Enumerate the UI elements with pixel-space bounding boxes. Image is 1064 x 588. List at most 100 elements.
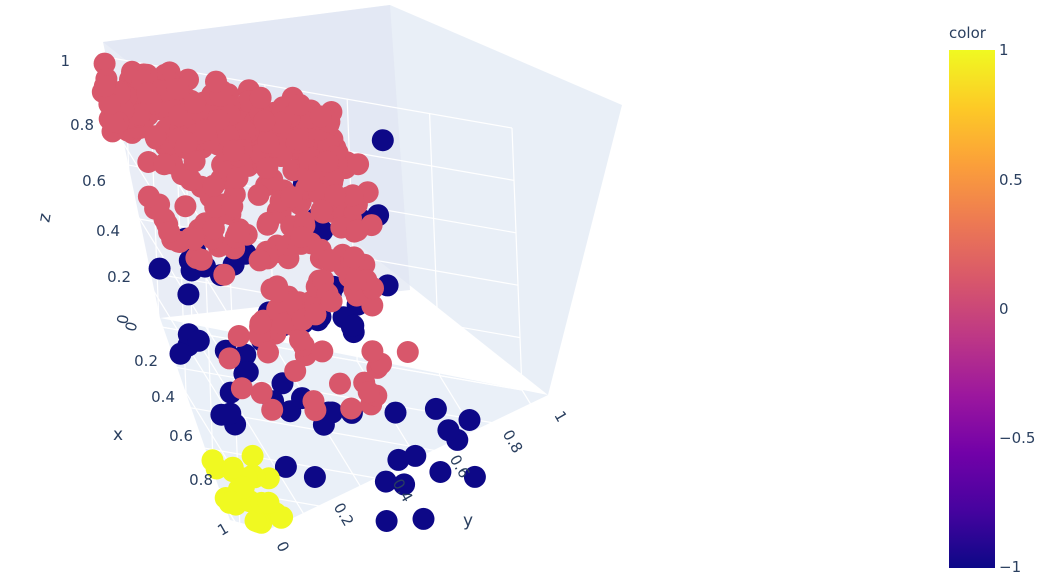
data-point [153, 153, 176, 176]
data-point [371, 129, 394, 152]
data-point [247, 183, 270, 206]
data-point [253, 109, 276, 132]
data-point [179, 169, 202, 191]
data-points [91, 52, 486, 534]
data-point [344, 269, 367, 292]
data-point [257, 131, 280, 154]
data-point [396, 341, 419, 363]
grid-line [521, 389, 645, 588]
grid-line [429, 113, 441, 376]
data-point [175, 131, 198, 154]
data-point [221, 195, 244, 218]
z-tick-label: 0 [113, 313, 132, 326]
data-point [266, 280, 289, 303]
data-point [202, 174, 225, 197]
data-point [424, 397, 447, 420]
data-point [230, 377, 253, 400]
data-point [270, 506, 293, 529]
data-point [298, 169, 321, 192]
data-point [184, 92, 207, 114]
data-point [303, 466, 326, 488]
data-point [463, 465, 486, 488]
colorbar-tick-label: 0.5 [999, 171, 1023, 189]
x-axis: 0 0.2 0.4 0.6 0.8 1 x [113, 320, 232, 540]
data-point [226, 167, 249, 190]
x-tick-label: 0.2 [134, 352, 158, 370]
data-point [280, 186, 303, 208]
data-point [284, 360, 307, 382]
x-tick-label: 0.8 [189, 471, 213, 489]
data-point [250, 381, 273, 404]
data-point [343, 246, 365, 269]
data-point [158, 221, 181, 243]
x-tick-label: 0.6 [169, 427, 193, 445]
data-point [177, 283, 200, 306]
data-point [227, 325, 250, 347]
data-point [429, 461, 452, 483]
z-tick-label: 1 [60, 52, 70, 70]
data-point [228, 221, 251, 243]
data-point [340, 397, 363, 420]
x-tick-label: 0.4 [151, 388, 175, 406]
data-point [310, 199, 333, 222]
y-tick-label: 0 [273, 539, 293, 555]
data-point [182, 228, 205, 251]
data-point [144, 125, 167, 148]
data-point [302, 390, 325, 413]
data-point [289, 328, 311, 351]
data-point [222, 139, 245, 162]
data-point [219, 402, 242, 425]
data-point [269, 111, 292, 134]
y-tick-label: 1 [550, 408, 570, 425]
data-point [361, 340, 384, 363]
data-point [166, 78, 189, 100]
z-axis-title: z [34, 212, 55, 224]
data-point [261, 398, 284, 421]
data-point [361, 294, 384, 317]
data-point [98, 93, 121, 116]
y-tick-label: 0.8 [499, 427, 527, 457]
data-point [324, 184, 347, 207]
z-tick-label: 0.8 [70, 116, 94, 134]
data-point [168, 104, 191, 127]
data-point [218, 491, 241, 514]
data-point [309, 105, 332, 128]
data-point [290, 226, 313, 248]
z-axis: 1 0.8 0.6 0.4 0.2 0 z [34, 52, 132, 326]
data-point [136, 82, 159, 105]
x-axis-title: x [113, 425, 123, 445]
data-point [384, 401, 407, 424]
colorbar: color 1 0.5 0 −0.5 −1 [949, 24, 1035, 576]
colorbar-tick-label: 1 [999, 41, 1009, 59]
x-tick-label: 1 [214, 519, 231, 539]
data-point [342, 314, 365, 337]
data-point [288, 93, 311, 116]
z-tick-label: 0.2 [107, 268, 131, 286]
data-point [412, 507, 435, 530]
data-point [357, 381, 380, 404]
data-point [256, 157, 279, 179]
data-point [257, 341, 279, 364]
data-point [174, 195, 197, 218]
grid-line [239, 529, 576, 588]
data-point [318, 248, 341, 271]
data-point [286, 128, 309, 151]
grid-line [191, 332, 323, 545]
data-point [375, 510, 398, 532]
data-point [437, 419, 460, 442]
data-point [205, 70, 227, 93]
data-point [249, 312, 272, 335]
data-point [205, 457, 228, 480]
data-point [187, 329, 210, 352]
data-point [346, 219, 369, 242]
grid-line [177, 183, 189, 446]
data-point [271, 312, 294, 335]
data-point [316, 150, 339, 173]
data-point [190, 248, 213, 271]
data-point [93, 75, 116, 98]
data-point [311, 340, 334, 363]
data-point [374, 470, 397, 493]
z-tick-label: 0.4 [96, 222, 120, 240]
data-point [202, 217, 225, 240]
